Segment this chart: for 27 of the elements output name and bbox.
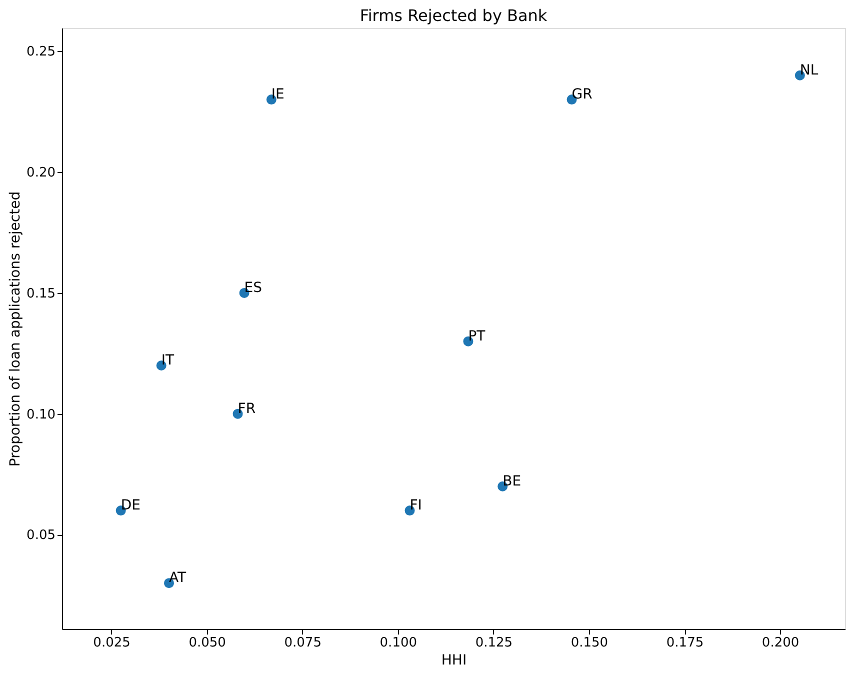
y-axis-title: Proportion of loan applications rejected <box>8 191 24 467</box>
y-tick-label: 0.25 <box>26 44 56 60</box>
x-tick-label: 0.050 <box>188 636 226 650</box>
x-axis-title: HHI <box>441 652 467 668</box>
annotation: DE <box>120 498 140 514</box>
y-tick-label: 0.10 <box>26 407 56 422</box>
x-tick-label: 0.125 <box>475 636 513 650</box>
y-tick-label: 0.15 <box>26 286 56 302</box>
x-tick-label: 0.100 <box>380 636 418 650</box>
y-tick-label: 0.05 <box>26 528 56 544</box>
annotation: GR <box>572 86 593 103</box>
annotation: AT <box>169 570 186 586</box>
annotation: FR <box>238 400 256 417</box>
annotation: PT <box>468 328 486 344</box>
annotation: IT <box>161 352 174 368</box>
chart-title: Firms Rejected by Bank <box>360 6 548 25</box>
x-tick-label: 0.025 <box>93 636 130 650</box>
annotation: IE <box>271 86 284 103</box>
y-tick-label: 0.20 <box>26 166 56 181</box>
annotation: FI <box>410 498 422 514</box>
x-tick-label: 0.075 <box>284 636 322 650</box>
x-tick-label: 0.175 <box>666 636 704 650</box>
annotation: ES <box>244 280 262 296</box>
x-tick-label: 0.200 <box>762 636 800 650</box>
annotation: BE <box>502 473 522 490</box>
annotation: NL <box>800 62 818 78</box>
x-tick-label: 0.150 <box>570 636 608 650</box>
